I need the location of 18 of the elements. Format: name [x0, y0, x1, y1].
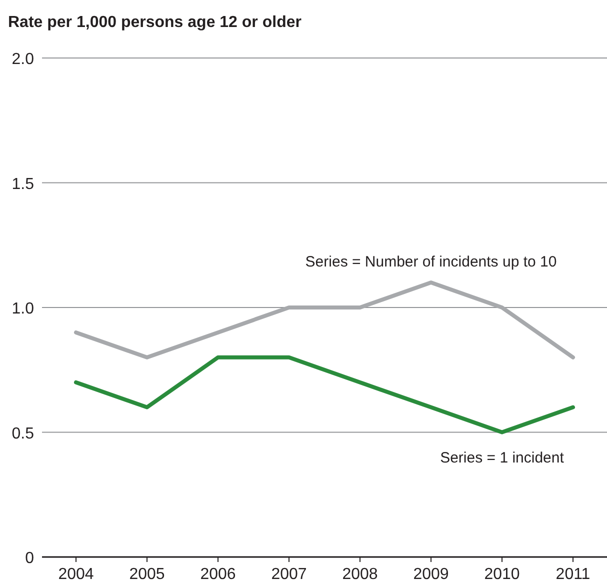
y-tick-label: 1.5 [12, 176, 34, 193]
x-tick-label: 2011 [556, 566, 590, 583]
y-tick-label: 0.5 [12, 425, 34, 442]
line-series [74, 355, 575, 434]
line-series [74, 280, 575, 360]
x-tick-label: 2006 [200, 566, 236, 583]
x-tick-label: 2007 [271, 566, 307, 583]
y-tick-label: 1.0 [12, 300, 34, 318]
x-tick-label: 2004 [58, 566, 94, 583]
x-tick-label: 2005 [129, 566, 165, 583]
series-label: Series = Number of incidents up to 10 [305, 254, 557, 271]
y-axis-title: Rate per 1,000 persons age 12 or older [8, 14, 302, 31]
y-tick-label: 0 [25, 550, 34, 567]
series-label: Series = 1 incident [440, 449, 565, 466]
y-tick-label: 2.0 [12, 51, 34, 68]
x-tick-label: 2010 [484, 566, 520, 583]
x-tick-label: 2008 [342, 566, 378, 583]
x-tick-label: 2009 [413, 566, 449, 583]
